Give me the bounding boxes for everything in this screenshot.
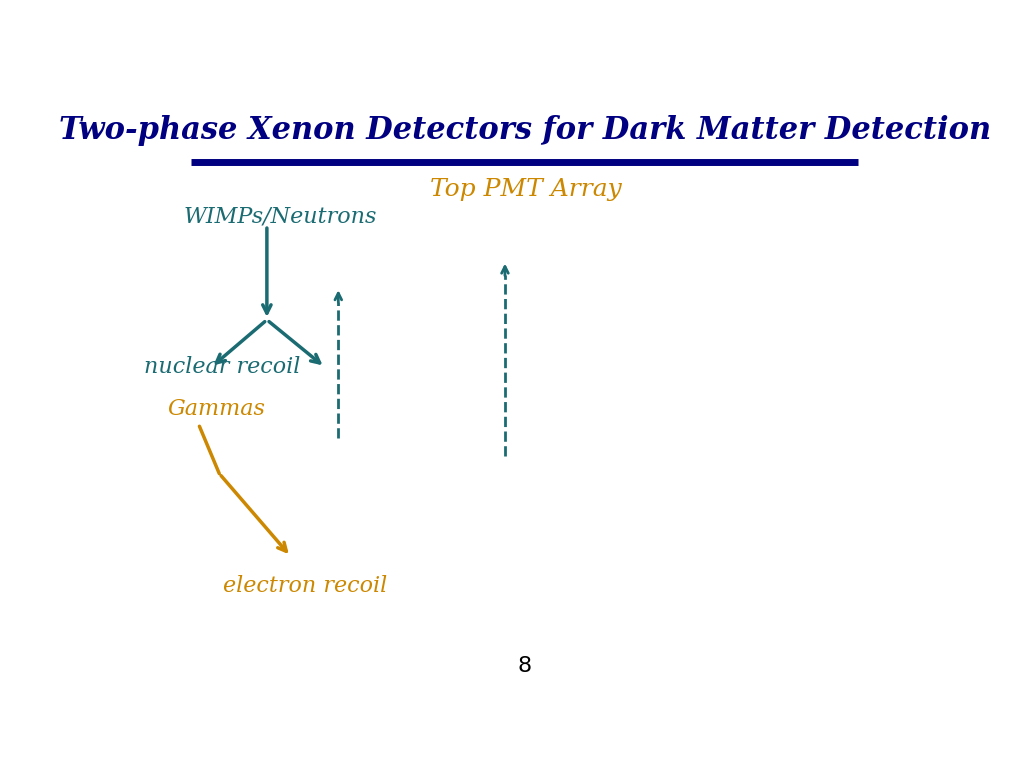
Text: Top PMT Array: Top PMT Array xyxy=(430,178,622,201)
Text: WIMPs/Neutrons: WIMPs/Neutrons xyxy=(183,205,377,227)
Text: electron recoil: electron recoil xyxy=(223,575,387,597)
Text: nuclear recoil: nuclear recoil xyxy=(143,356,300,378)
Text: 8: 8 xyxy=(518,656,531,676)
Text: Two-phase Xenon Detectors for Dark Matter Detection: Two-phase Xenon Detectors for Dark Matte… xyxy=(58,115,991,146)
Text: Gammas: Gammas xyxy=(168,398,265,419)
